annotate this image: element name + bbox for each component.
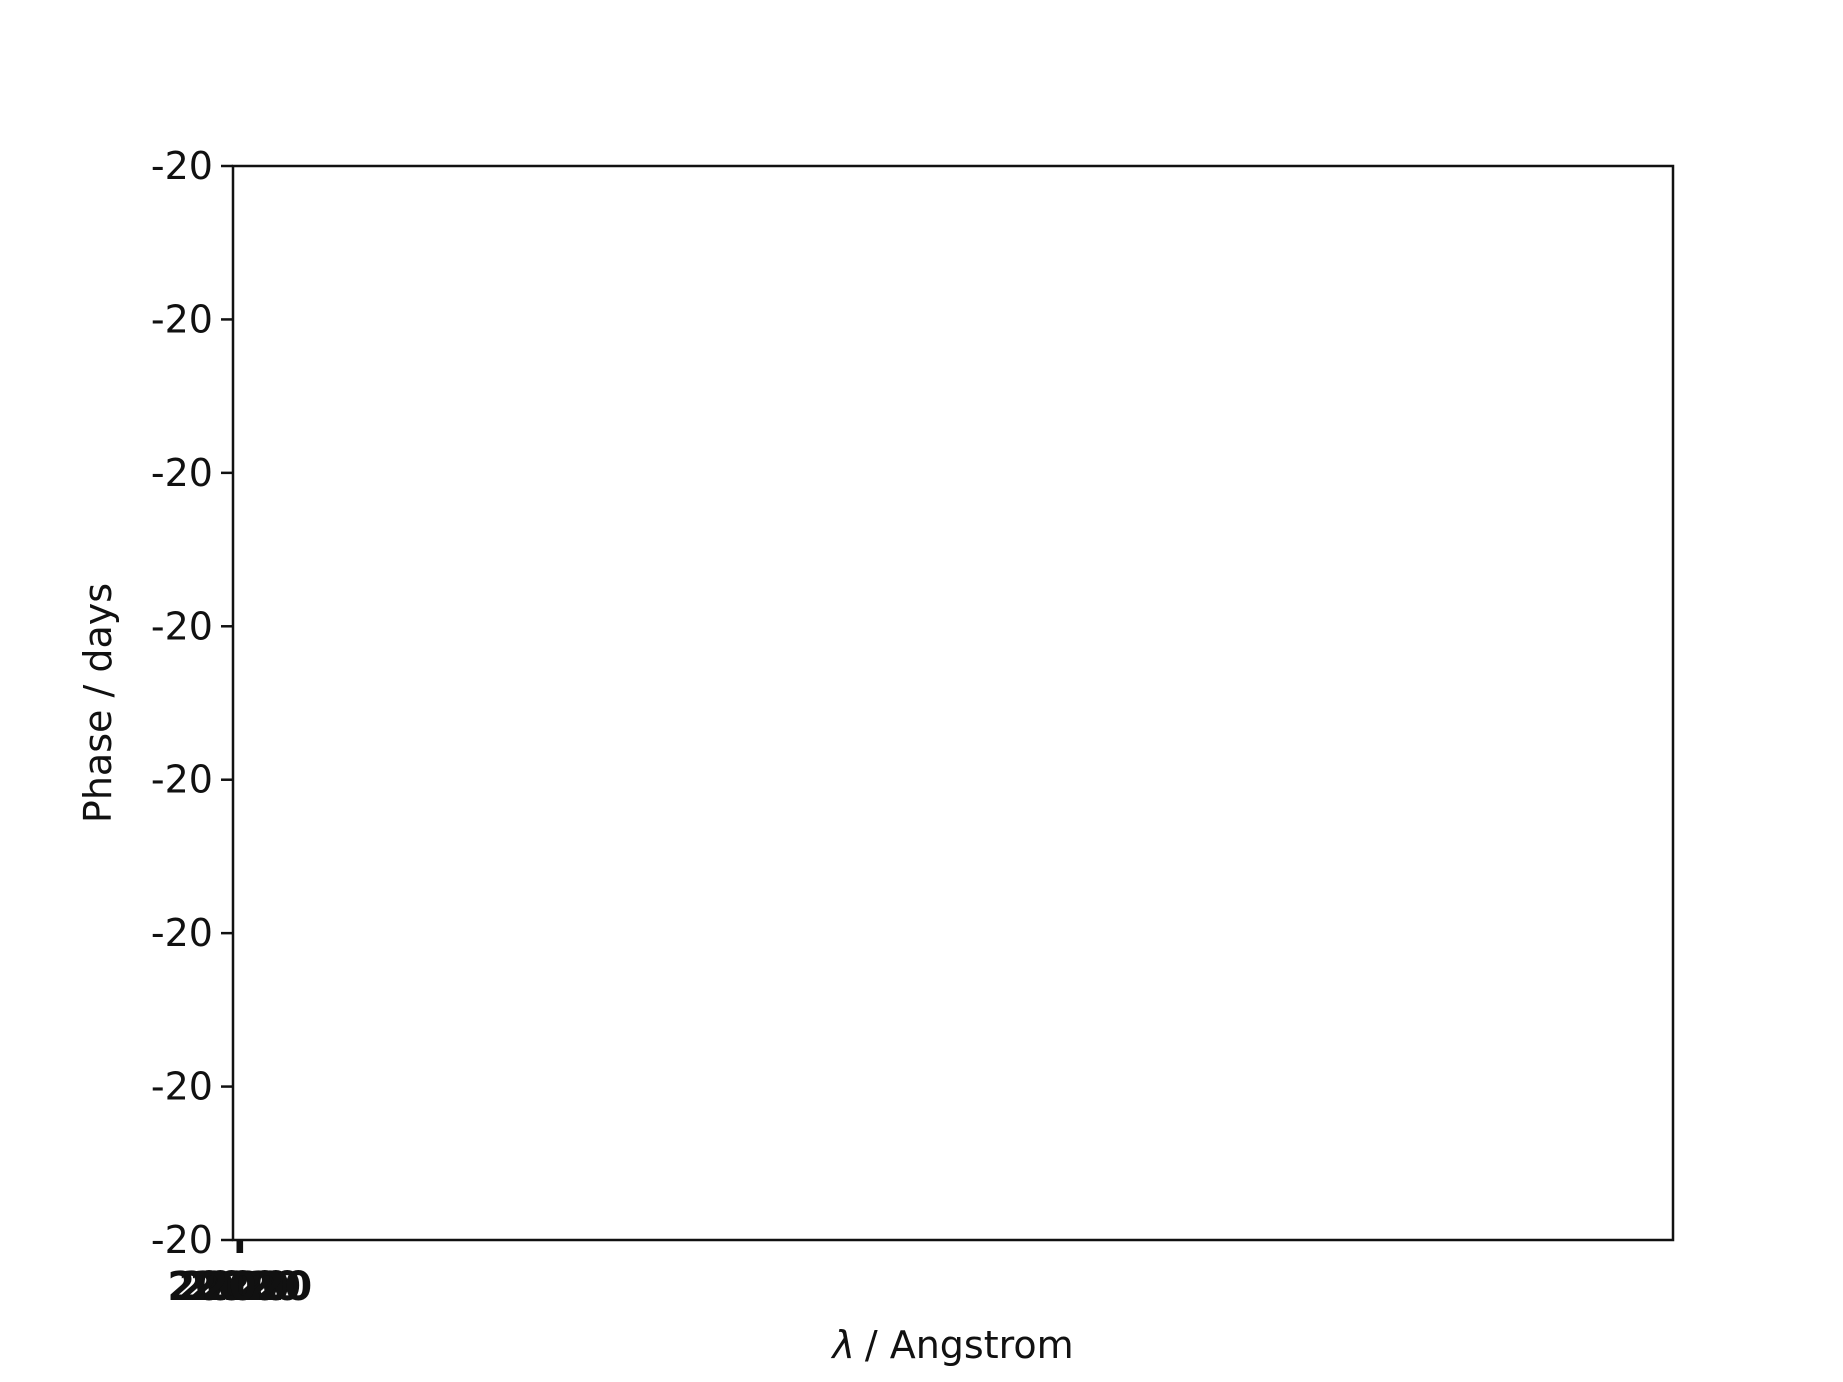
x-tick-label: 2020 [201,1264,312,1310]
y-tick-label: -20 [151,911,213,955]
y-tick-label: -20 [151,1065,213,1109]
y-axis-label: Phase / days [76,583,120,823]
plot-area [231,164,1675,1242]
y-tick-label: -20 [151,144,213,188]
x-axis-label-symbol: λ [830,1323,855,1367]
y-tick-label: -20 [151,451,213,495]
y-tick-label: -20 [151,1218,213,1262]
y-tick-label: -20 [151,758,213,802]
x-axis-label-unit: / Angstrom [865,1323,1074,1367]
x-axis-label: λ / Angstrom [830,1323,1073,1367]
x-tick-label: 2020 [190,1264,301,1310]
y-tick-label: -20 [151,604,213,648]
x-tick-label: 2020 [179,1264,290,1310]
y-axis-ticks: -20 -20 -20 -20 -20 -20 -20 -20 [151,144,233,1262]
y-tick-label: -20 [151,297,213,341]
x-tick-label: 2020 [167,1264,278,1310]
